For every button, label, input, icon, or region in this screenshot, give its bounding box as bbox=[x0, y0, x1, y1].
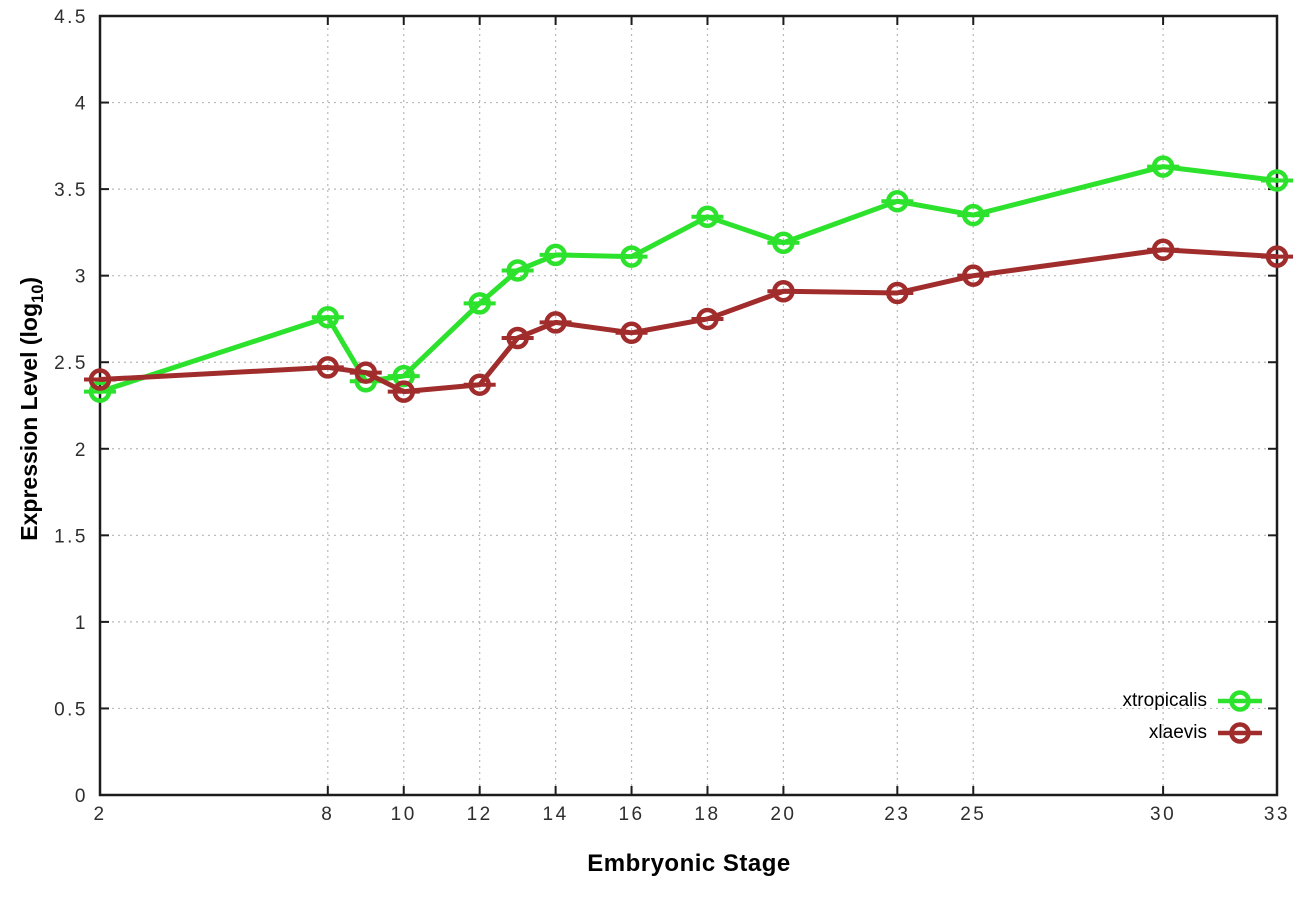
data-point-xtropicalis bbox=[468, 292, 491, 315]
data-point-xlaevis bbox=[316, 356, 340, 379]
legend-label: xlaevis bbox=[1148, 722, 1207, 743]
line-marker-icon bbox=[1218, 690, 1262, 712]
x-tick-label: 8 bbox=[321, 804, 334, 825]
line-marker-icon bbox=[1218, 722, 1262, 744]
data-point-xlaevis bbox=[772, 279, 795, 303]
legend-label: xtropicalis bbox=[1122, 690, 1207, 711]
x-tick-label: 2 bbox=[93, 804, 106, 825]
y-tick-label: 0 bbox=[75, 786, 88, 807]
data-point-xtropicalis bbox=[88, 380, 112, 403]
x-axis-title: Embryonic Stage bbox=[587, 850, 791, 877]
x-tick-label: 20 bbox=[770, 804, 796, 825]
x-tick-label: 16 bbox=[618, 804, 644, 825]
legend-item-xlaevis: xlaevis bbox=[1149, 720, 1263, 746]
x-tick-label: 12 bbox=[467, 804, 493, 825]
series-line-xlaevis bbox=[97, 247, 1280, 395]
y-tick-label: 2.5 bbox=[54, 353, 88, 374]
data-point-xlaevis bbox=[506, 326, 529, 350]
data-point-xtropicalis bbox=[696, 205, 719, 229]
y-axis-title: Expression Level (log10) bbox=[16, 219, 48, 599]
x-tick-label: 30 bbox=[1150, 804, 1176, 825]
x-tick-label: 18 bbox=[694, 804, 720, 825]
x-tick-label: 23 bbox=[884, 804, 910, 825]
data-point-xtropicalis bbox=[962, 203, 985, 227]
data-point-xtropicalis bbox=[544, 243, 567, 267]
data-point-xlaevis bbox=[468, 373, 491, 396]
x-tick-label: 33 bbox=[1264, 804, 1290, 825]
data-point-xlaevis bbox=[544, 311, 567, 334]
y-tick-label: 2 bbox=[75, 440, 88, 461]
x-tick-label: 10 bbox=[391, 804, 417, 825]
y-axis-title-subscript: 10 bbox=[27, 284, 47, 303]
data-point-xtropicalis bbox=[620, 245, 643, 268]
y-tick-label: 3.5 bbox=[54, 180, 88, 201]
data-point-xlaevis bbox=[696, 307, 719, 331]
data-point-xlaevis bbox=[88, 368, 112, 391]
x-tick-label: 14 bbox=[543, 804, 569, 825]
data-point-xtropicalis bbox=[1265, 169, 1289, 192]
data-point-xtropicalis bbox=[316, 305, 340, 329]
y-axis-title-close: ) bbox=[16, 276, 43, 285]
x-tick-label: 25 bbox=[960, 804, 986, 825]
y-tick-label: 1 bbox=[75, 613, 88, 634]
data-point-xtropicalis bbox=[506, 259, 529, 282]
data-point-xlaevis bbox=[354, 361, 378, 384]
data-point-xlaevis bbox=[620, 321, 643, 345]
data-point-xlaevis bbox=[1151, 238, 1175, 261]
y-tick-label: 3 bbox=[75, 267, 88, 288]
plot-border bbox=[98, 14, 1279, 797]
data-point-xtropicalis bbox=[1151, 155, 1175, 178]
data-point-xtropicalis bbox=[772, 231, 795, 255]
data-point-xlaevis bbox=[962, 264, 985, 287]
legend-item-xtropicalis: xtropicalis bbox=[1123, 688, 1263, 714]
y-tick-label: 4 bbox=[75, 94, 88, 115]
y-tick-label: 4.5 bbox=[54, 7, 88, 28]
data-point-xlaevis bbox=[392, 380, 415, 403]
data-point-xtropicalis bbox=[392, 364, 415, 388]
y-tick-label: 0.5 bbox=[54, 699, 88, 720]
y-axis-title-text: Expression Level (log bbox=[16, 302, 43, 541]
y-tick-label: 1.5 bbox=[54, 526, 88, 547]
data-point-xtropicalis bbox=[886, 189, 909, 213]
data-point-xlaevis bbox=[1265, 245, 1289, 268]
series-line-xtropicalis bbox=[97, 164, 1280, 395]
data-point-xlaevis bbox=[886, 281, 909, 305]
